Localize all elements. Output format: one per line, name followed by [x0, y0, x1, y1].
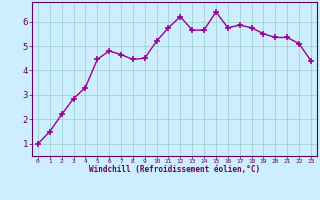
- X-axis label: Windchill (Refroidissement éolien,°C): Windchill (Refroidissement éolien,°C): [89, 165, 260, 174]
